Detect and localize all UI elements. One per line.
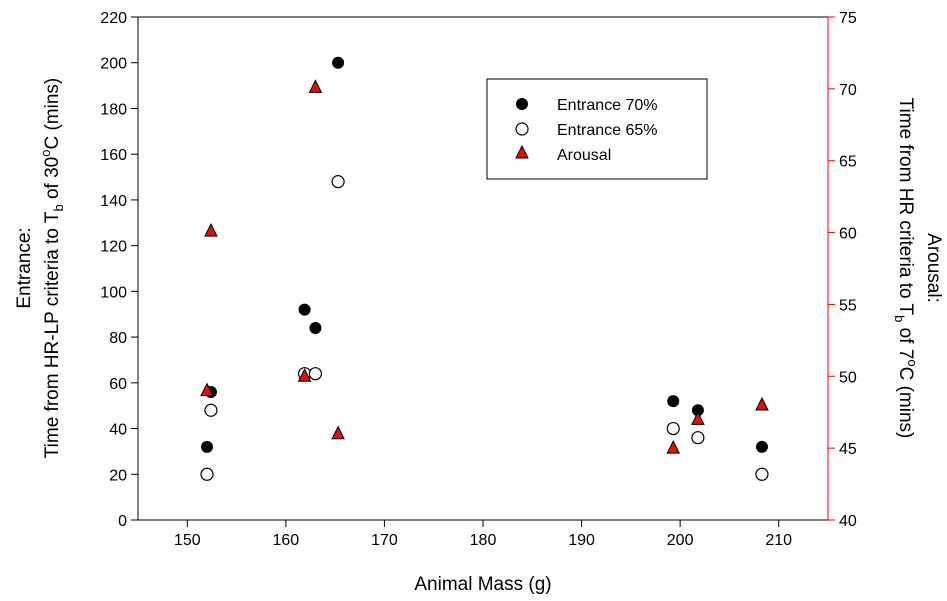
legend-label-entrance-65: Entrance 65% — [557, 122, 658, 139]
left-axis-tick-label: 40 — [109, 422, 127, 439]
data-point-entrance-70 — [667, 395, 680, 408]
right-axis-tick-label: 60 — [839, 226, 857, 243]
x-axis-tick-label: 210 — [765, 532, 792, 549]
x-axis-tick-label: 170 — [371, 532, 398, 549]
left-axis-tick-label: 220 — [100, 10, 127, 27]
plot-frame — [137, 16, 829, 521]
data-point-arousal — [691, 411, 705, 425]
left-axis-tick-label: 180 — [100, 101, 127, 118]
left-axis-tick-label: 80 — [109, 330, 127, 347]
data-point-arousal — [308, 79, 323, 93]
data-point-arousal — [666, 440, 681, 454]
data-point-arousal — [331, 425, 345, 440]
left-axis-tick-label: 120 — [100, 239, 127, 256]
legend-label-entrance-70: Entrance 70% — [557, 97, 658, 114]
data-point-entrance-65 — [666, 421, 680, 436]
x-axis-tick-label: 190 — [568, 532, 595, 549]
left-axis-title-line2: Time from HR-LP criteria to Tb of 30oC (… — [38, 78, 66, 459]
data-point-arousal — [204, 223, 218, 237]
right-axis-title: Arousal: — [923, 233, 944, 303]
left-axis-tick-label: 200 — [100, 56, 127, 73]
x-axis-tick-label: 180 — [470, 532, 497, 549]
legend-marker-entrance-65 — [515, 122, 529, 136]
data-point-entrance-65 — [331, 175, 345, 189]
right-axis-title-line1: Arousal: — [923, 233, 944, 303]
right-axis-tick-label: 65 — [839, 154, 857, 171]
left-axis-tick-label: 160 — [100, 147, 127, 164]
left-axis-tick-label: 60 — [109, 376, 127, 393]
x-axis-tick-label: 200 — [667, 532, 694, 549]
x-axis-tick-label: 160 — [273, 532, 300, 549]
right-axis-tick-label: 40 — [839, 513, 857, 530]
data-point-arousal — [755, 396, 769, 411]
data-point-entrance-65 — [204, 403, 218, 417]
data-point-arousal — [297, 368, 312, 382]
right-axis-tick-label: 75 — [839, 10, 857, 27]
left-axis-title: Entrance: — [14, 227, 35, 308]
legend-marker-arousal — [515, 144, 529, 159]
right-axis-tick-label: 70 — [839, 82, 857, 99]
data-point-entrance-70 — [332, 56, 345, 69]
data-point-entrance-65 — [691, 431, 705, 445]
left-axis-tick-label: 0 — [118, 513, 127, 530]
data-point-entrance-65 — [308, 367, 323, 381]
data-point-entrance-70 — [691, 404, 704, 417]
x-axis-title: Animal Mass (g) — [414, 574, 551, 595]
left-axis-title-2: Time from HR-LP criteria to Tb of 30oC (… — [38, 78, 66, 459]
data-point-entrance-70 — [201, 440, 213, 453]
data-point-entrance-65 — [755, 467, 769, 481]
right-axis-title-2: Time from HR criteria to Tb of 7oC (mins… — [892, 98, 920, 439]
right-axis-tick-label: 55 — [839, 297, 857, 314]
left-axis-tick-label: 20 — [109, 467, 127, 484]
left-axis-title-line1: Entrance: — [14, 227, 35, 308]
left-axis-tick-label: 100 — [100, 284, 127, 301]
data-point-entrance-70 — [309, 321, 322, 334]
left-axis-tick-label: 140 — [100, 193, 127, 210]
data-point-arousal — [200, 382, 214, 397]
right-axis-title-line2: Time from HR criteria to Tb of 7oC (mins… — [892, 98, 920, 439]
x-axis-tick-label: 150 — [174, 532, 201, 549]
legend: Entrance 70% Entrance 65% Arousal — [486, 78, 708, 180]
data-point-entrance-65 — [200, 467, 214, 481]
right-axis-tick-label: 50 — [839, 369, 857, 386]
legend-marker-entrance-70 — [516, 98, 528, 110]
right-axis-tick-label: 45 — [839, 441, 857, 458]
data-point-entrance-70 — [298, 303, 311, 316]
data-point-entrance-70 — [755, 440, 768, 453]
legend-label-arousal: Arousal — [557, 147, 611, 164]
